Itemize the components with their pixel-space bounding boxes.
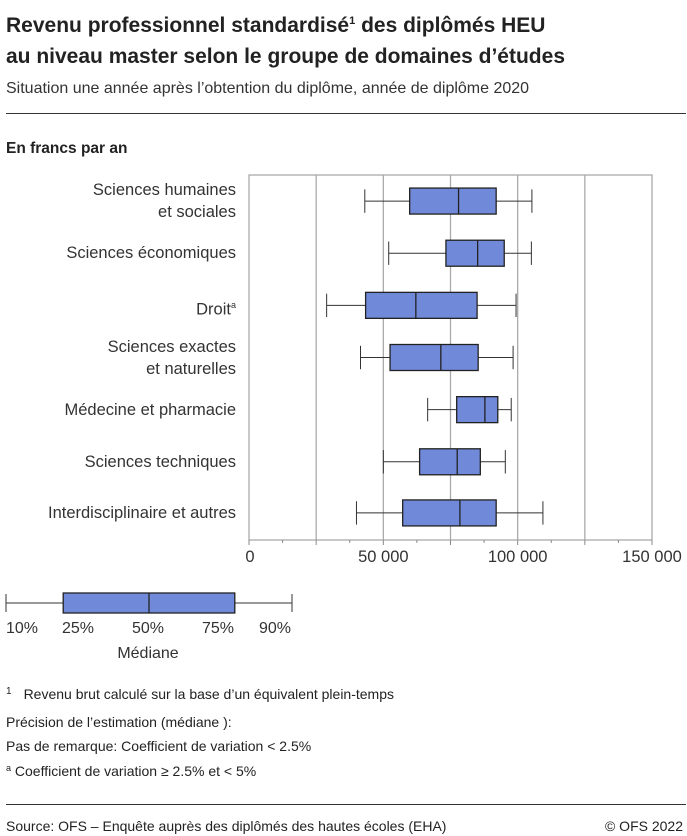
divider — [6, 804, 686, 805]
category-label-line: Sciences exactes — [107, 337, 236, 356]
legend-label: 90% — [258, 620, 292, 637]
box — [409, 187, 497, 215]
category-label-line: et sociales — [158, 203, 236, 222]
precision-none: Pas de remarque: Coefficient de variatio… — [6, 738, 312, 754]
divider — [6, 113, 686, 114]
chart-subtitle: Situation une année après l’obtention du… — [6, 80, 530, 97]
box — [389, 343, 479, 372]
precision-heading: Précision de l’estimation (médiane ): — [6, 714, 232, 730]
box — [402, 499, 497, 527]
category-label: Sciences techniques — [85, 451, 236, 473]
category-label: Sciences humaines et sociales — [93, 179, 236, 223]
box — [364, 291, 478, 320]
footnote-text: Revenu brut calculé sur la base d’un équ… — [23, 686, 395, 702]
footnote-1: 1 Revenu brut calculé sur la base d’un éq… — [6, 686, 394, 702]
chart-title: Revenu professionnel standardisé1 des di… — [6, 6, 565, 72]
category-label: Interdisciplinaire et autres — [48, 502, 236, 524]
category-label-line: et naturelles — [146, 359, 236, 378]
x-tick-label: 100 000 — [487, 548, 548, 566]
box — [445, 239, 505, 267]
legend-label: 10% — [5, 620, 39, 637]
category-label: Médecine et pharmacie — [64, 399, 236, 421]
category-label-line: Sciences techniques — [84, 452, 236, 471]
category-label-line: Droit — [196, 300, 231, 319]
legend-label: 25% — [61, 620, 95, 637]
legend-label: 50% — [131, 620, 165, 637]
category-label: Sciences économiques — [66, 242, 236, 264]
category-label-line: Sciences économiques — [66, 244, 236, 263]
x-tick-label: 0 — [245, 548, 255, 566]
title-footnote-mark: 1 — [349, 15, 356, 27]
title-text: Revenu professionnel standardisé — [6, 14, 350, 37]
box — [418, 448, 481, 476]
category-label: Sciences exactes et naturelles — [108, 336, 236, 380]
title-text: au niveau master selon le groupe de doma… — [6, 45, 565, 68]
category-label-line: Interdisciplinaire et autres — [47, 503, 236, 522]
note-text: Coefficient de variation ≥ 2.5% et < 5% — [11, 763, 257, 779]
box — [456, 395, 499, 424]
title-text: des diplômés HEU — [355, 14, 546, 37]
legend-median-label: Médiane — [117, 645, 179, 662]
note-mark: a — [6, 763, 12, 773]
category-label-line: Sciences humaines — [92, 181, 236, 200]
legend-label: 75% — [201, 620, 235, 637]
note-mark: a — [230, 300, 236, 311]
x-tick-label: 150 000 — [622, 548, 682, 566]
category-label: Droita — [196, 294, 236, 321]
category-label-line: Médecine et pharmacie — [64, 400, 236, 419]
unit-label: En francs par an — [6, 140, 128, 157]
x-tick-label: 50 000 — [358, 548, 409, 566]
source: Source: OFS – Enquête auprès des diplômé… — [6, 818, 447, 834]
footnote-mark: 1 — [6, 686, 12, 697]
precision-a: a Coefficient de variation ≥ 2.5% et < 5… — [6, 763, 256, 779]
copyright: © OFS 2022 — [604, 818, 683, 834]
